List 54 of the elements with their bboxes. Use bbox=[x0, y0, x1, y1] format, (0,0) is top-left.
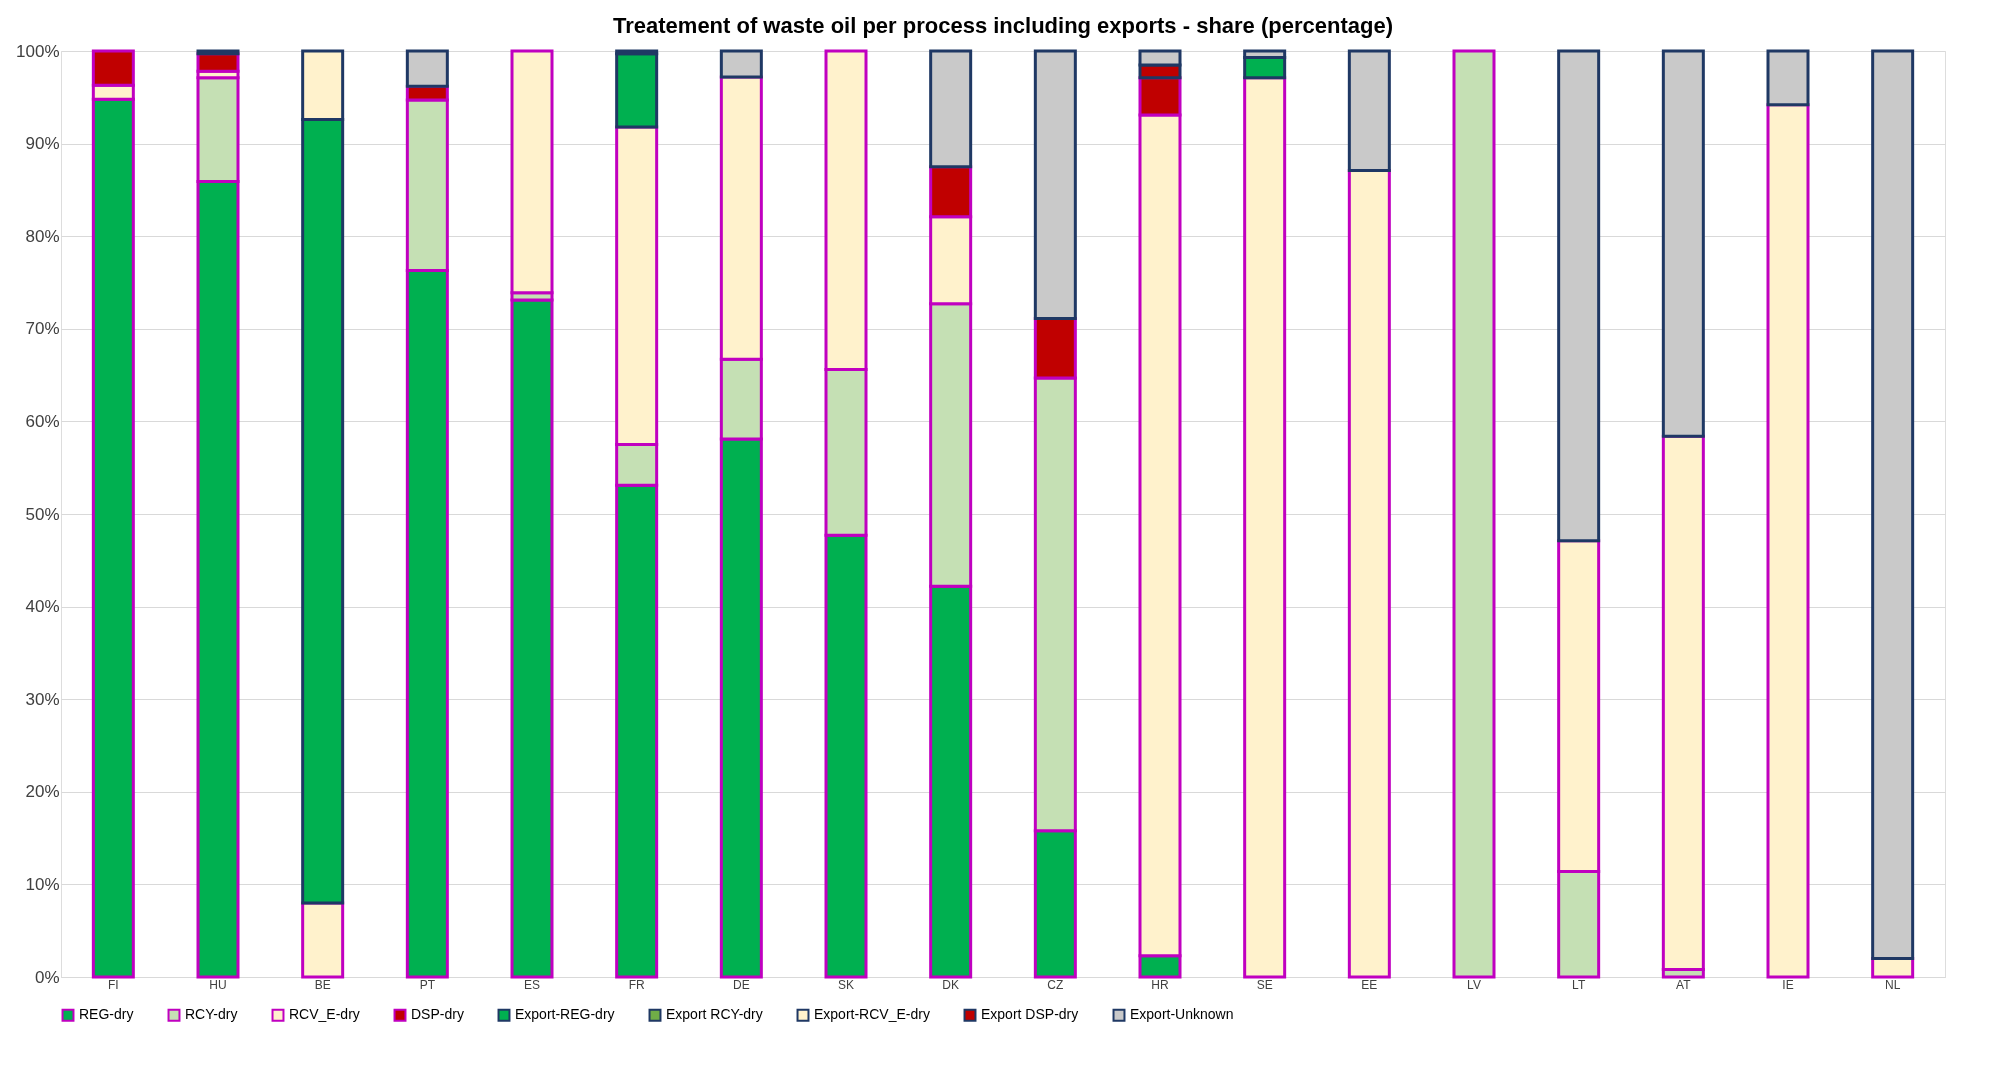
x-tick-label: SE bbox=[1256, 977, 1273, 992]
x-tick-label: LT bbox=[1572, 977, 1586, 992]
bar bbox=[1243, 76, 1287, 979]
x-tick-label: ES bbox=[523, 977, 541, 992]
x-tick-label: AT bbox=[1676, 977, 1692, 992]
bar bbox=[929, 49, 973, 169]
legend-label: REG-dry bbox=[79, 1006, 134, 1023]
legend-label: Export DSP-dry bbox=[981, 1006, 1079, 1023]
x-tick-label: NL bbox=[1884, 977, 1901, 992]
x-tick-label: DE bbox=[733, 977, 750, 992]
bar bbox=[1661, 49, 1705, 438]
x-tick-label: CZ bbox=[1047, 977, 1064, 992]
bar bbox=[1557, 49, 1601, 543]
y-tick-label: 80% bbox=[25, 226, 60, 246]
y-tick-label: 30% bbox=[25, 689, 60, 709]
x-tick-label: IE bbox=[1782, 977, 1794, 992]
bar bbox=[405, 49, 449, 88]
y-tick-label: 10% bbox=[25, 874, 60, 894]
bar bbox=[1766, 103, 1810, 979]
y-tick-label: 0% bbox=[34, 967, 60, 987]
legend-label: Export-REG-dry bbox=[515, 1006, 615, 1023]
y-tick-label: 40% bbox=[25, 597, 60, 617]
x-tick-label: HU bbox=[209, 977, 227, 992]
bar bbox=[1766, 49, 1810, 107]
bar bbox=[196, 49, 240, 56]
legend-label: Export RCY-dry bbox=[666, 1006, 763, 1023]
y-tick-label: 100% bbox=[16, 41, 60, 61]
bar bbox=[1452, 49, 1496, 979]
legend-label: RCY-dry bbox=[185, 1006, 238, 1023]
legend-label: RCV_E-dry bbox=[289, 1006, 360, 1023]
x-tick-label: EE bbox=[1361, 977, 1378, 992]
x-tick-label: FI bbox=[108, 977, 119, 992]
bar bbox=[615, 52, 659, 129]
bar bbox=[1871, 49, 1915, 960]
y-tick-label: 20% bbox=[25, 782, 60, 802]
y-tick-label: 90% bbox=[25, 134, 60, 154]
y-tick-label: 70% bbox=[25, 319, 60, 339]
x-tick-label: SK bbox=[837, 977, 855, 992]
bar bbox=[1033, 49, 1077, 321]
bar bbox=[1347, 49, 1391, 172]
x-tick-label: DK bbox=[942, 977, 959, 992]
y-tick-label: 60% bbox=[25, 411, 60, 431]
legend-label: DSP-dry bbox=[411, 1006, 464, 1023]
chart-title: Treatement of waste oil per process including exports - share (percentage) bbox=[613, 13, 1393, 38]
x-tick-label: PT bbox=[419, 977, 436, 992]
legend-label: Export-RCV_E-dry bbox=[814, 1006, 930, 1023]
x-tick-label: BE bbox=[314, 977, 331, 992]
x-tick-label: HR bbox=[1151, 977, 1169, 992]
bar bbox=[301, 901, 345, 979]
bar bbox=[719, 49, 763, 79]
y-tick-label: 50% bbox=[25, 504, 60, 524]
legend-label: Export-Unknown bbox=[1130, 1006, 1234, 1023]
x-tick-label: FR bbox=[628, 977, 645, 992]
x-tick-label: LV bbox=[1467, 977, 1481, 992]
